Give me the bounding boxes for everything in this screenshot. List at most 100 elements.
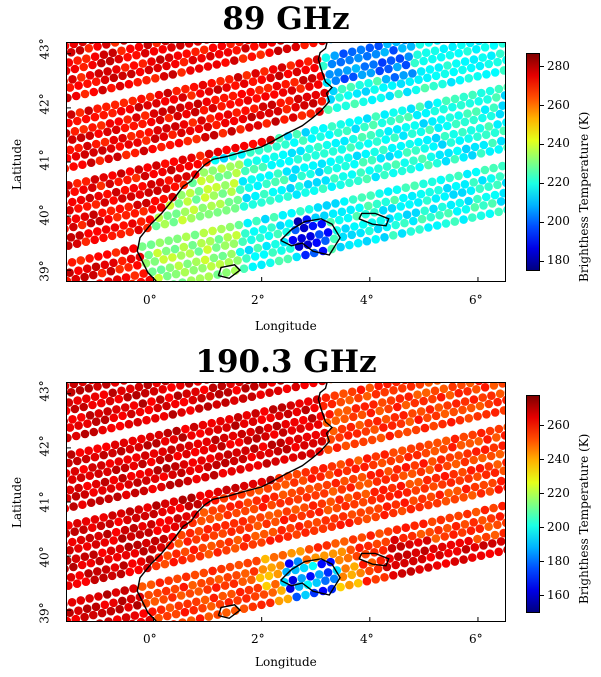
brightness-spot bbox=[463, 387, 472, 396]
brightness-spot bbox=[340, 136, 349, 146]
brightness-spot bbox=[195, 614, 205, 621]
brightness-spot bbox=[503, 484, 505, 491]
brightness-spot bbox=[356, 385, 366, 395]
brightness-spot bbox=[160, 559, 170, 569]
brightness-spot bbox=[91, 602, 101, 612]
colorbar-tick-mark bbox=[540, 493, 544, 495]
brightness-spot bbox=[193, 43, 202, 46]
brightness-spot bbox=[499, 406, 505, 415]
brightness-spot bbox=[85, 254, 94, 263]
brightness-spot bbox=[501, 178, 505, 187]
brightness-spot bbox=[373, 76, 382, 86]
brightness-spot bbox=[494, 84, 504, 94]
brightness-spot bbox=[88, 60, 97, 70]
brightness-spot bbox=[468, 213, 477, 222]
brightness-spot bbox=[132, 390, 141, 400]
brightness-spot bbox=[439, 384, 449, 394]
brightness-spot bbox=[382, 562, 392, 572]
brightness-spot bbox=[101, 225, 111, 234]
brightness-spot bbox=[100, 260, 110, 270]
brightness-spot bbox=[140, 388, 150, 398]
brightness-spot bbox=[82, 542, 92, 551]
brightness-spot bbox=[306, 449, 315, 458]
brightness-spot bbox=[282, 167, 292, 176]
brightness-spot bbox=[172, 209, 181, 218]
brightness-spot bbox=[415, 43, 425, 49]
brightness-spot bbox=[290, 478, 299, 487]
brightness-spot bbox=[331, 478, 341, 488]
brightness-spot bbox=[143, 441, 152, 450]
colorbar-title: Brighthess Temperature (K) bbox=[577, 111, 591, 282]
brightness-spot bbox=[255, 233, 265, 243]
brightness-spot bbox=[67, 556, 72, 565]
brightness-spot bbox=[234, 438, 244, 447]
brightness-spot bbox=[74, 606, 83, 615]
brightness-spot bbox=[190, 570, 200, 580]
brightness-spot bbox=[350, 222, 359, 231]
brightness-spot bbox=[259, 250, 269, 259]
brightness-spot bbox=[95, 556, 104, 566]
brightness-spot bbox=[365, 383, 375, 393]
brightness-spot bbox=[286, 584, 295, 593]
brightness-spot bbox=[354, 116, 363, 125]
brightness-spot bbox=[250, 104, 259, 113]
brightness-spot bbox=[81, 454, 91, 464]
brightness-spot bbox=[129, 461, 139, 471]
brightness-spot bbox=[440, 471, 450, 481]
brightness-spot bbox=[356, 168, 366, 177]
brightness-spot bbox=[226, 100, 235, 109]
brightness-spot bbox=[464, 536, 473, 546]
brightness-spot bbox=[405, 200, 414, 209]
brightness-spot bbox=[381, 475, 391, 484]
brightness-spot bbox=[287, 148, 297, 158]
brightness-spot bbox=[273, 509, 283, 518]
brightness-spot bbox=[291, 505, 300, 514]
brightness-spot bbox=[89, 427, 99, 437]
brightness-spot bbox=[82, 394, 91, 403]
brightness-spot bbox=[342, 406, 352, 415]
brightness-spot bbox=[438, 480, 447, 489]
brightness-spot bbox=[94, 69, 104, 78]
brightness-spot bbox=[104, 617, 113, 621]
brightness-spot bbox=[477, 88, 486, 98]
brightness-spot bbox=[469, 395, 479, 404]
brightness-spot bbox=[351, 464, 361, 474]
colorbar-tick-mark bbox=[540, 105, 544, 107]
brightness-spot bbox=[123, 52, 132, 62]
brightness-spot bbox=[304, 397, 313, 406]
brightness-spot bbox=[302, 153, 312, 162]
brightness-spot bbox=[333, 128, 343, 137]
brightness-spot bbox=[85, 411, 95, 420]
brightness-spot bbox=[282, 507, 292, 516]
brightness-spot bbox=[247, 392, 257, 401]
brightness-spot bbox=[242, 411, 252, 420]
brightness-spot bbox=[262, 459, 272, 468]
brightness-spot bbox=[113, 492, 122, 502]
brightness-spot bbox=[335, 215, 344, 225]
brightness-spot bbox=[277, 383, 285, 385]
brightness-spot bbox=[340, 197, 349, 206]
brightness-spot bbox=[99, 573, 108, 583]
brightness-spot bbox=[208, 506, 218, 515]
brightness-spot bbox=[486, 451, 496, 461]
brightness-spot bbox=[165, 140, 175, 150]
brightness-spot bbox=[419, 459, 428, 468]
brightness-spot bbox=[416, 67, 426, 76]
brightness-spot bbox=[485, 209, 495, 218]
brightness-spot bbox=[227, 249, 236, 259]
brightness-spot bbox=[472, 385, 481, 394]
brightness-spot bbox=[349, 134, 358, 144]
brightness-spot bbox=[187, 616, 196, 621]
brightness-spot bbox=[175, 163, 185, 173]
brightness-spot bbox=[436, 115, 446, 124]
brightness-spot bbox=[282, 44, 292, 54]
brightness-spot bbox=[67, 181, 73, 190]
brightness-spot bbox=[150, 196, 160, 206]
brightness-spot bbox=[429, 204, 438, 214]
brightness-spot bbox=[411, 548, 421, 557]
brightness-spot bbox=[502, 118, 505, 127]
brightness-spot bbox=[109, 196, 118, 205]
brightness-spot bbox=[257, 75, 267, 84]
brightness-spot bbox=[67, 469, 71, 478]
brightness-spot bbox=[171, 399, 180, 409]
